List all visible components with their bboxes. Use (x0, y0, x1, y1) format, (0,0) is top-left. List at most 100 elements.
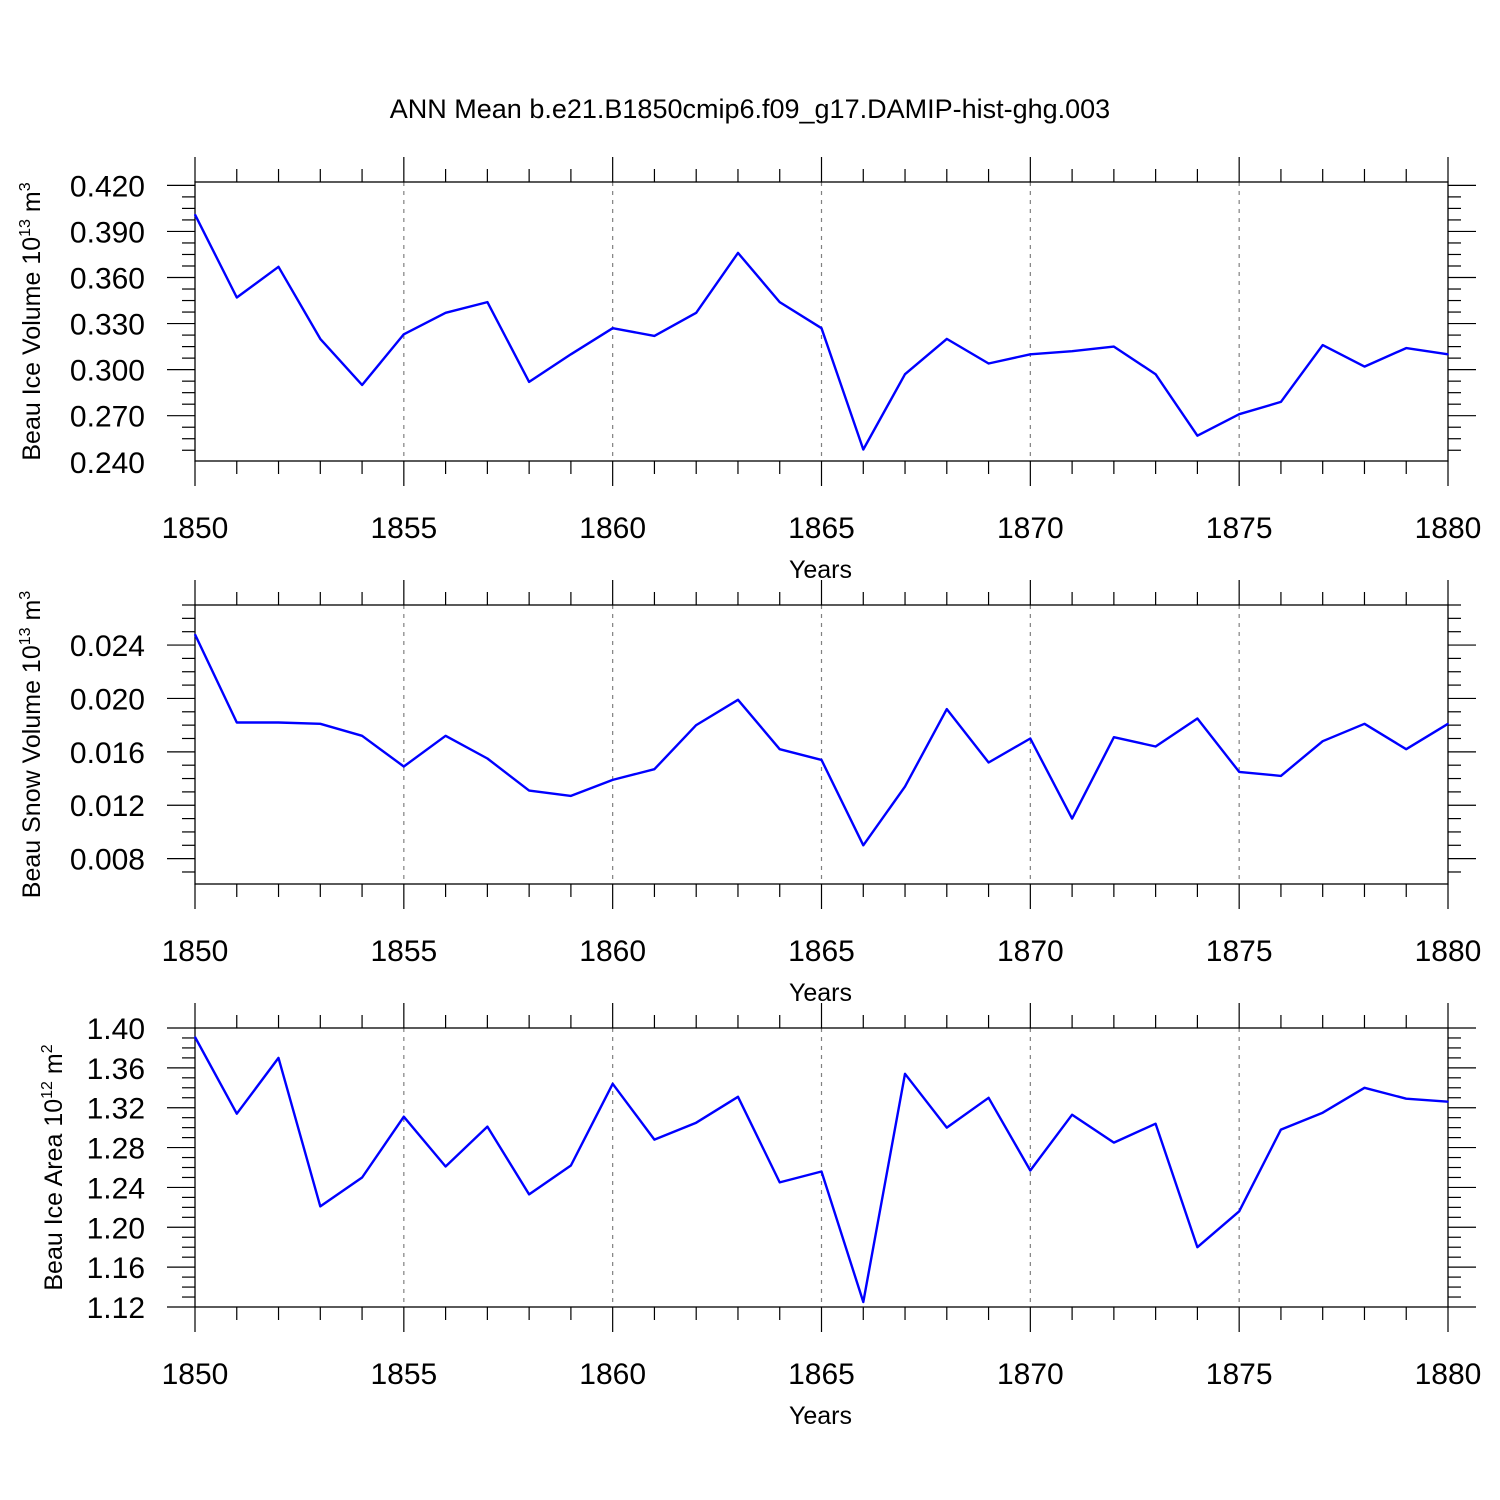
y-axis-label: Beau Ice Area 1012 m2 (39, 1044, 68, 1290)
y-axis-label-exponent: 13 (17, 627, 34, 645)
y-tick-label: 1.36 (87, 1053, 145, 1086)
y-axis-label: Beau Ice Volume 1013 m3 (17, 182, 46, 460)
data-point (194, 1036, 196, 1038)
data-point (820, 759, 823, 761)
data-point (1363, 1087, 1366, 1089)
data-point (862, 844, 865, 847)
data-point (194, 633, 196, 636)
y-tick-label: 1.20 (87, 1212, 145, 1245)
x-tick-label: 1850 (162, 935, 229, 968)
x-tick-label: 1860 (579, 935, 646, 968)
data-point (1196, 1246, 1199, 1248)
data-point (1447, 353, 1449, 356)
y-tick-label: 0.008 (70, 844, 145, 877)
data-point (946, 338, 948, 340)
data-point (862, 1301, 865, 1303)
series-line (193, 214, 1449, 451)
data-point (1363, 723, 1366, 725)
plot-frame (194, 1027, 1449, 1308)
data-point (403, 765, 405, 768)
data-point (236, 721, 238, 724)
y-tick-label: 0.390 (70, 216, 145, 249)
y-tick-label: 0.330 (70, 309, 145, 342)
data-point (987, 362, 990, 365)
data-point (277, 1057, 280, 1059)
data-point (194, 213, 196, 216)
data-point (987, 761, 990, 764)
y-axis-label-unit-exponent: 3 (17, 182, 34, 191)
data-point (737, 1096, 739, 1098)
data-point (611, 779, 614, 781)
data-point (236, 1112, 238, 1115)
data-point (236, 296, 238, 299)
x-tick-label: 1865 (788, 512, 855, 545)
data-point (361, 384, 363, 386)
data-point (904, 1073, 906, 1075)
y-tick-label: 0.020 (70, 683, 145, 716)
data-point (1029, 1169, 1032, 1172)
x-tick-label: 1855 (370, 935, 437, 968)
x-axis-label: Years (789, 1402, 852, 1430)
data-point (1280, 1128, 1282, 1131)
data-point (737, 252, 739, 254)
x-tick-label: 1870 (997, 512, 1064, 545)
plot-frame (194, 181, 1449, 462)
x-tick-label: 1870 (997, 935, 1064, 968)
chart-panel-2: 1850 1855 1860 1865 1870 1875 1880 0.008 0.012 0.… (17, 580, 1481, 1007)
data-point (946, 708, 948, 710)
data-point (528, 381, 530, 383)
data-point (486, 1125, 489, 1128)
data-point (653, 768, 656, 770)
x-tick-label: 1870 (997, 1358, 1064, 1391)
data-point (319, 1205, 322, 1208)
data-point (1280, 775, 1282, 777)
data-point (1113, 736, 1115, 738)
data-point (1280, 401, 1282, 403)
x-tick-label: 1850 (162, 1358, 229, 1391)
data-point (1029, 353, 1032, 356)
data-point (1405, 347, 1407, 349)
data-point (820, 327, 823, 330)
data-point (444, 312, 447, 314)
data-point (486, 301, 489, 303)
chart-title: ANN Mean b.e21.B1850cmip6.f09_g17.DAMIP-… (390, 94, 1110, 124)
data-point (778, 748, 781, 750)
x-tick-label: 1880 (1415, 1358, 1482, 1391)
data-point (1071, 817, 1073, 820)
y-axis-label-unit-exponent: 3 (17, 591, 34, 600)
x-tick-label: 1860 (579, 1358, 646, 1391)
data-point (1154, 1122, 1157, 1125)
x-tick-label: 1875 (1206, 935, 1273, 968)
y-tick-label: 1.24 (87, 1172, 145, 1205)
x-axis-label: Years (789, 979, 852, 1007)
data-point (695, 1121, 697, 1124)
data-point (862, 448, 865, 451)
data-point (1154, 745, 1157, 748)
x-tick-label: 1860 (579, 512, 646, 545)
data-point (737, 699, 739, 701)
data-point (1321, 344, 1324, 346)
data-point (987, 1097, 990, 1099)
data-point (528, 789, 530, 792)
y-tick-label: 0.024 (70, 630, 145, 663)
chart-panel-1: 1850 1855 1860 1865 1870 1875 1880 0.240 0.270 0.… (17, 157, 1481, 584)
x-tick-label: 1850 (162, 512, 229, 545)
data-point (695, 724, 697, 726)
y-axis-label-unit: m (18, 191, 46, 219)
y-tick-label: 1.12 (87, 1292, 145, 1325)
data-point (1196, 717, 1199, 720)
data-point (277, 721, 280, 724)
x-tick-label: 1865 (788, 935, 855, 968)
x-tick-label: 1875 (1206, 1358, 1273, 1391)
data-point (695, 312, 697, 314)
y-tick-label: 0.016 (70, 737, 145, 770)
data-point (1238, 1210, 1240, 1213)
data-point (1113, 1141, 1115, 1144)
y-tick-label: 0.360 (70, 263, 145, 296)
y-tick-label: 1.16 (87, 1252, 145, 1285)
x-tick-label: 1875 (1206, 512, 1273, 545)
data-point (1405, 1097, 1407, 1100)
y-tick-label: 1.40 (87, 1013, 145, 1046)
y-tick-label: 1.28 (87, 1133, 145, 1166)
